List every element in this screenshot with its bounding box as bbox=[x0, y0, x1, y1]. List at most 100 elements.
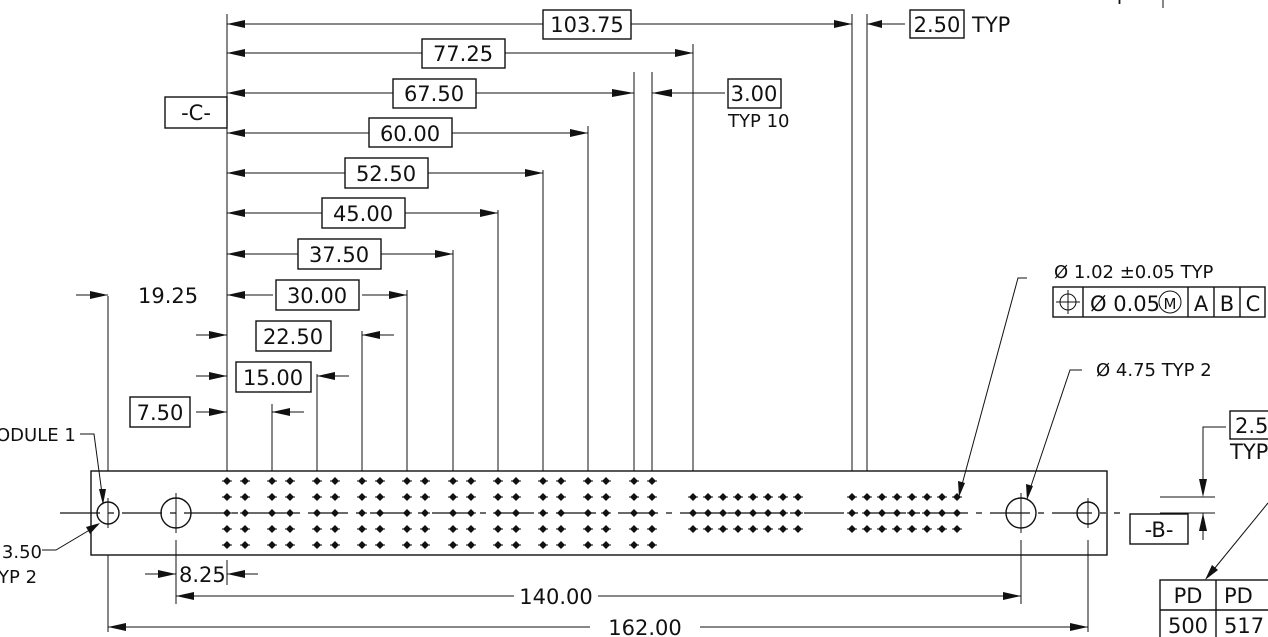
pin bbox=[629, 541, 639, 549]
pin bbox=[312, 477, 322, 485]
fcf-tolerance: Ø 0.05 bbox=[1090, 292, 1160, 316]
pin-dia-label: Ø 1.02 ±0.05 TYP bbox=[1054, 262, 1214, 283]
typ2-label: YP 2 bbox=[0, 567, 37, 588]
pin bbox=[793, 525, 803, 533]
pin bbox=[466, 493, 476, 501]
pin bbox=[448, 509, 458, 517]
position-icon bbox=[1056, 290, 1080, 314]
pin bbox=[330, 541, 340, 549]
pin bbox=[511, 509, 521, 517]
pin bbox=[629, 477, 639, 485]
pin bbox=[556, 509, 566, 517]
dim-2-50-right: 2.50 TYP bbox=[1160, 410, 1268, 540]
pin bbox=[601, 541, 611, 549]
pin bbox=[601, 509, 611, 517]
pin bbox=[556, 477, 566, 485]
pin bbox=[937, 525, 947, 533]
pin bbox=[922, 525, 932, 533]
pin bbox=[357, 525, 367, 533]
pin bbox=[420, 477, 430, 485]
pin bbox=[402, 541, 412, 549]
pin bbox=[222, 525, 232, 533]
pin bbox=[892, 525, 902, 533]
pin bbox=[375, 541, 385, 549]
pin bbox=[240, 525, 250, 533]
dim-22-50-label: 22.50 bbox=[263, 325, 323, 349]
pin bbox=[330, 477, 340, 485]
dim-67-50-label: 67.50 bbox=[404, 82, 464, 106]
pin bbox=[330, 509, 340, 517]
dim-103-75: 103.75 bbox=[227, 9, 852, 40]
pin bbox=[375, 477, 385, 485]
pin bbox=[402, 493, 412, 501]
pin bbox=[538, 493, 548, 501]
dim-162-00-label: 162.00 bbox=[608, 616, 681, 637]
pin bbox=[907, 525, 917, 533]
module-label: ODULE 1 bbox=[0, 425, 76, 446]
pin bbox=[703, 509, 713, 517]
pin bbox=[688, 509, 698, 517]
pin bbox=[718, 509, 728, 517]
pin bbox=[312, 541, 322, 549]
pin bbox=[357, 509, 367, 517]
dim-60-00-label: 60.00 bbox=[380, 122, 440, 146]
pin bbox=[688, 525, 698, 533]
dim-7-50: 7.50 bbox=[129, 396, 304, 428]
pin bbox=[601, 493, 611, 501]
pin-array bbox=[222, 477, 962, 549]
small-hole-callout: Ø 3.50 YP 2 bbox=[0, 523, 100, 588]
pin bbox=[952, 493, 962, 501]
pin bbox=[629, 493, 639, 501]
pin bbox=[493, 509, 503, 517]
pin bbox=[538, 509, 548, 517]
pin bbox=[733, 493, 743, 501]
pin bbox=[922, 509, 932, 517]
pin bbox=[793, 509, 803, 517]
dim-2-50-typ-label: TYP bbox=[971, 13, 1010, 37]
pin bbox=[312, 493, 322, 501]
datum-b: -B- bbox=[1129, 513, 1189, 545]
pin bbox=[267, 477, 277, 485]
pin bbox=[778, 525, 788, 533]
pin bbox=[937, 493, 947, 501]
pin bbox=[511, 525, 521, 533]
pin bbox=[763, 525, 773, 533]
pin bbox=[420, 525, 430, 533]
pin bbox=[240, 493, 250, 501]
dim-8-25: 8.25 bbox=[145, 560, 258, 587]
dim-37-50-label: 37.50 bbox=[309, 243, 369, 267]
pin bbox=[330, 493, 340, 501]
pin bbox=[375, 525, 385, 533]
pin bbox=[847, 509, 857, 517]
pd-header-2: PD bbox=[1224, 584, 1253, 608]
dim-19-25-label: 19.25 bbox=[138, 284, 198, 308]
dim-15-00-label: 15.00 bbox=[243, 366, 303, 390]
pin bbox=[402, 509, 412, 517]
pin bbox=[240, 541, 250, 549]
fcf-datum-b: B bbox=[1220, 292, 1234, 316]
pin bbox=[703, 525, 713, 533]
pin bbox=[448, 541, 458, 549]
pin bbox=[793, 493, 803, 501]
pin bbox=[718, 493, 728, 501]
pin bbox=[448, 525, 458, 533]
pin bbox=[647, 509, 657, 517]
pin bbox=[583, 477, 593, 485]
extension-lines bbox=[107, 14, 1089, 632]
pin bbox=[285, 525, 295, 533]
pin bbox=[285, 509, 295, 517]
pin bbox=[583, 525, 593, 533]
pin bbox=[330, 525, 340, 533]
pin bbox=[601, 525, 611, 533]
pin bbox=[892, 509, 902, 517]
pin bbox=[703, 493, 713, 501]
pin bbox=[538, 477, 548, 485]
pd-value-2: 517 bbox=[1224, 614, 1264, 637]
pin bbox=[748, 525, 758, 533]
pin bbox=[862, 525, 872, 533]
pin bbox=[420, 541, 430, 549]
dim-3-00-typ10-label: TYP 10 bbox=[727, 111, 789, 132]
pin bbox=[267, 525, 277, 533]
fcf-datum-c: C bbox=[1246, 292, 1261, 316]
